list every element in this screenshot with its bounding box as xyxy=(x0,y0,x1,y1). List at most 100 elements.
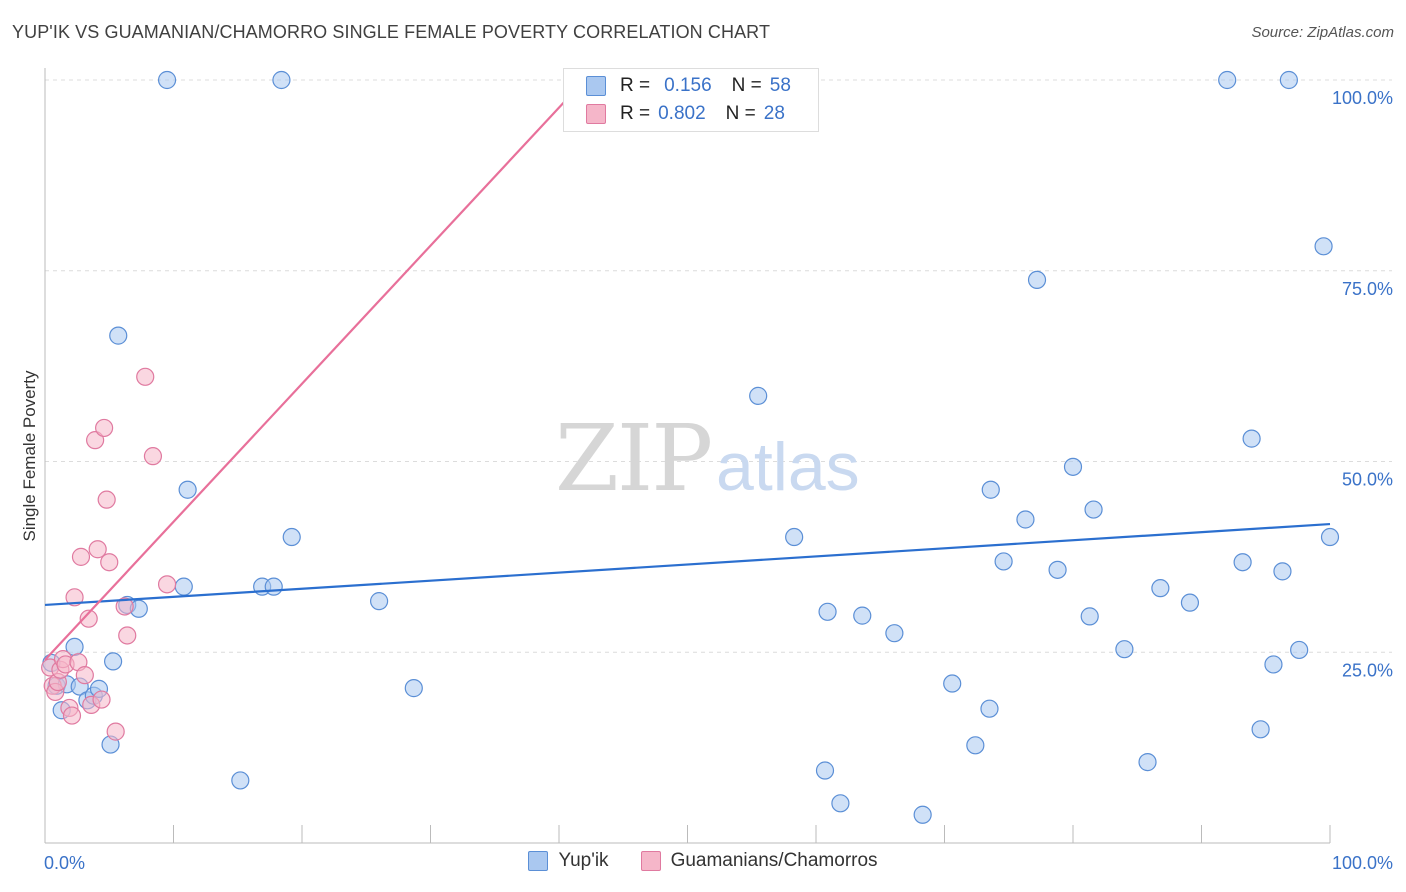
guamanian-point xyxy=(92,690,111,709)
guamanian-point xyxy=(157,575,177,594)
legend-swatch-pink xyxy=(640,851,661,871)
guamanian-point xyxy=(88,540,107,559)
yupik-point xyxy=(1233,553,1252,572)
guamanian-point xyxy=(136,367,155,386)
yupik-point xyxy=(1314,237,1333,256)
trend-lines xyxy=(44,79,1331,661)
yupik-point xyxy=(818,602,837,621)
guamanian-point xyxy=(143,447,163,466)
yupik-point xyxy=(1320,527,1340,547)
legend-swatch-blue xyxy=(586,76,606,96)
yupik-point xyxy=(1273,562,1292,581)
yupik-point xyxy=(1080,607,1099,626)
legend-r-label: R = xyxy=(620,75,651,96)
legend-n-value: 58 xyxy=(769,75,791,96)
yupik-point xyxy=(1138,753,1157,772)
guamanian-point xyxy=(115,597,134,616)
legend-r-label: R = xyxy=(620,103,651,124)
guamanian-point xyxy=(106,722,125,741)
guamanian-point xyxy=(100,553,119,572)
yupik-point xyxy=(1180,593,1200,612)
guamanian-point xyxy=(95,418,114,438)
watermark-atlas: atlas xyxy=(716,429,860,505)
legend-n-label: N = xyxy=(725,103,756,124)
yupik-point xyxy=(1242,429,1261,448)
source-label: Source: ZipAtlas.com xyxy=(1251,24,1394,41)
watermark-zip: ZIP xyxy=(555,405,711,512)
guamanian-point xyxy=(71,547,91,566)
correlation-legend: R = 0.156 N = 58 R = 0.802 N = 28 xyxy=(563,68,819,132)
guamanian-point xyxy=(75,666,94,685)
yupik-point xyxy=(1084,500,1103,519)
legend-row-yupik: R = 0.156 N = 58 xyxy=(586,73,791,99)
yupik-point xyxy=(104,652,123,671)
guamanian-point xyxy=(62,706,82,725)
legend-swatch-pink xyxy=(586,104,606,124)
guamanian-point xyxy=(65,588,84,607)
legend-row-guamanian: R = 0.802 N = 28 xyxy=(586,101,785,127)
yupik-point xyxy=(370,592,389,611)
yupik-point xyxy=(1290,640,1309,660)
legend-n-value: 28 xyxy=(763,103,785,124)
yupik-point xyxy=(1264,655,1283,674)
yupik-point xyxy=(885,624,904,643)
yupik-point xyxy=(404,679,423,698)
chart-title: YUP'IK VS GUAMANIAN/CHAMORRO SINGLE FEMA… xyxy=(12,22,771,42)
yupik-point xyxy=(749,386,768,405)
guamanian-point xyxy=(118,626,137,645)
legend-item-guamanian[interactable]: Guamanians/Chamorros xyxy=(640,850,878,872)
y-tick-label-100: 100.0% xyxy=(1332,88,1393,108)
yupik-point xyxy=(1027,270,1047,290)
yupik-point xyxy=(264,577,283,596)
yupik-point xyxy=(174,577,193,596)
guamanian-trend-line xyxy=(44,79,586,661)
y-tick-label-75: 75.0% xyxy=(1342,279,1393,299)
yupik-point xyxy=(815,761,835,780)
guamanian-point xyxy=(97,490,116,509)
yupik-point xyxy=(1151,579,1170,598)
series-legend: Yup'ik Guamanians/Chamorros xyxy=(0,850,1406,872)
yupik-point xyxy=(1048,560,1067,579)
legend-n-label: N = xyxy=(731,75,762,96)
legend-r-value: 0.802 xyxy=(658,103,706,124)
y-tick-label-25: 25.0% xyxy=(1342,660,1393,680)
legend-item-yupik[interactable]: Yup'ik xyxy=(528,850,609,872)
legend-label-yupik: Yup'ik xyxy=(558,850,609,871)
y-axis-label: Single Female Poverty xyxy=(20,370,39,542)
legend-swatch-blue xyxy=(528,851,549,871)
y-tick-label-50: 50.0% xyxy=(1342,470,1393,490)
yupik-point xyxy=(1016,510,1035,529)
yupik-point xyxy=(1218,70,1237,90)
watermark: ZIP atlas xyxy=(555,405,860,512)
legend-r-value: 0.156 xyxy=(664,75,712,96)
yupik-point xyxy=(1279,70,1298,90)
yupik-point xyxy=(157,70,177,90)
yupik-point xyxy=(1063,457,1083,476)
yupik-point xyxy=(231,771,250,790)
guamanian-point xyxy=(86,431,105,450)
yupik-point xyxy=(109,326,128,345)
yupik-point xyxy=(980,699,999,718)
x-tick-label-min: 0.0% xyxy=(44,853,85,873)
grid-lines xyxy=(45,79,1392,653)
yupik-point xyxy=(966,736,985,755)
yupik-point xyxy=(831,794,850,813)
yupik-point xyxy=(1251,720,1270,739)
x-tick-label-max: 100.0% xyxy=(1332,853,1393,873)
yupik-point xyxy=(994,552,1013,571)
yupik-trend-line xyxy=(44,522,1331,607)
yupik-point xyxy=(853,606,872,625)
yupik-point xyxy=(1115,640,1134,659)
axes xyxy=(44,68,1331,844)
yupik-point xyxy=(913,805,932,824)
yupik-point xyxy=(178,480,197,499)
legend-label-guamanian: Guamanians/Chamorros xyxy=(670,850,878,871)
yupik-point xyxy=(282,527,301,547)
yupik-point xyxy=(785,527,804,547)
guamanian-point xyxy=(79,609,98,628)
yupik-point xyxy=(981,480,1000,499)
yupik-point xyxy=(943,674,962,693)
yupik-point xyxy=(272,70,291,90)
tick-labels: 25.0% 50.0% 75.0% 100.0% 0.0% 100.0% xyxy=(44,88,1393,873)
